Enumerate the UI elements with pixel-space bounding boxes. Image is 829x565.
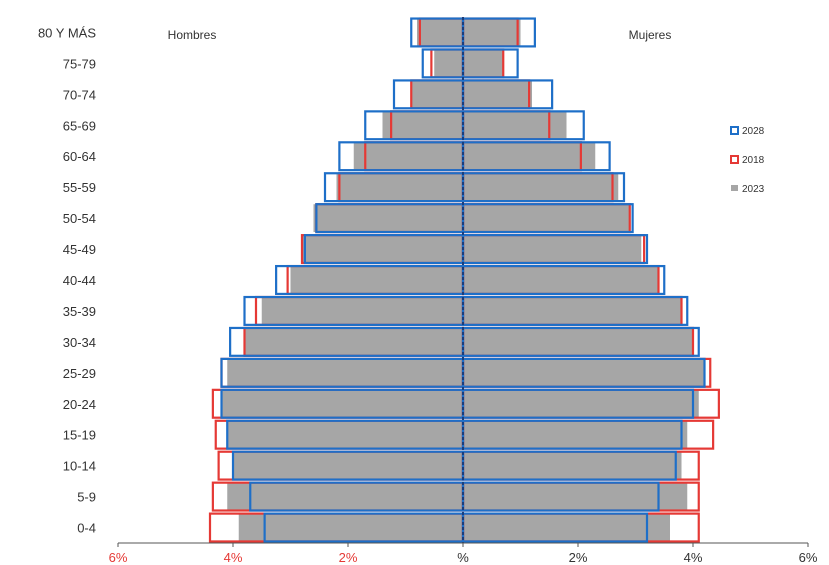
bar-2023-hombres-4	[353, 142, 463, 171]
x-tick-label-3: %	[457, 550, 469, 565]
bar-2023-hombres-2	[411, 80, 463, 109]
bar-2028-mujeres-15	[461, 481, 660, 512]
bar-2023-mujeres-3	[463, 111, 567, 140]
bar-2023-hombres-11	[227, 358, 463, 387]
bar-2028-mujeres-9	[461, 295, 689, 326]
bar-2023-hombres-13	[227, 420, 463, 449]
bar-2023-mujeres-9	[463, 297, 682, 325]
bar-2023-mujeres-16	[463, 513, 670, 542]
bar-2023-mujeres-1	[463, 49, 504, 78]
bar-2023-hombres-7	[302, 235, 463, 263]
bar-2023-mujeres-12	[463, 389, 699, 418]
age-group-label-16: 0-4	[77, 521, 96, 536]
bar-2023-mujeres-8	[463, 266, 659, 294]
age-group-label-10: 30-34	[63, 335, 96, 350]
x-tick-label-4: 2%	[569, 550, 588, 565]
bar-2023-mujeres-14	[463, 451, 682, 480]
age-group-label-15: 5-9	[77, 490, 96, 505]
bar-2023-mujeres-15	[463, 482, 688, 511]
x-tick-label-1: 4%	[224, 550, 243, 565]
bar-2023-hombres-14	[233, 451, 463, 480]
age-group-label-8: 40-44	[63, 273, 96, 288]
bar-2023-hombres-10	[244, 327, 463, 356]
bar-2023-mujeres-7	[463, 235, 642, 263]
x-tick-label-6: 6%	[799, 550, 818, 565]
bar-2023-mujeres-11	[463, 358, 705, 387]
age-group-labels: 80 Y MÁS 75-79 70-74 65-69 60-64 55-59 50-54 45…	[38, 25, 96, 535]
bar-2023-hombres-3	[382, 111, 463, 140]
bar-2023-mujeres-0	[463, 18, 521, 47]
x-tick-label-5: 4%	[684, 550, 703, 565]
age-group-label-9: 35-39	[63, 304, 96, 319]
legend: 2028 2018 2023	[730, 126, 765, 195]
age-group-label-3: 65-69	[63, 118, 96, 133]
bar-2023-hombres-5	[336, 173, 463, 202]
bar-2023-mujeres-2	[463, 80, 532, 109]
x-tick-label-2: 2%	[339, 550, 358, 565]
bar-2023-hombres-1	[434, 49, 463, 78]
bar-2023-mujeres-5	[463, 173, 619, 202]
bar-2023-hombres-6	[313, 204, 463, 233]
age-group-label-2: 70-74	[63, 87, 96, 102]
bar-2023-hombres-8	[290, 266, 463, 294]
age-group-label-0: 80 Y MÁS	[38, 25, 96, 40]
bar-2023-hombres-9	[261, 297, 463, 325]
age-group-label-5: 55-59	[63, 180, 96, 195]
x-tick-label-0: 6%	[109, 550, 128, 565]
bar-2023-hombres-12	[221, 389, 463, 418]
age-group-label-6: 50-54	[63, 211, 96, 226]
bar-2023-mujeres-13	[463, 420, 688, 449]
legend-swatch-2018	[730, 155, 739, 164]
bar-2023-hombres-16	[238, 513, 463, 542]
left-title: Hombres	[168, 28, 217, 42]
bar-2028-mujeres-10	[461, 326, 700, 357]
age-group-label-1: 75-79	[63, 56, 96, 71]
bar-2028-mujeres-4	[461, 141, 611, 172]
bar-2023-mujeres-10	[463, 327, 693, 356]
series-2023-bars	[221, 18, 705, 542]
bar-2023-hombres-15	[227, 482, 463, 511]
bar-2028-mujeres-3	[461, 110, 585, 141]
right-title: Mujeres	[629, 28, 672, 42]
age-group-label-13: 15-19	[63, 428, 96, 443]
bar-2028-mujeres-14	[461, 450, 677, 481]
legend-swatch-2023	[731, 185, 738, 191]
legend-label-2018: 2018	[742, 155, 765, 166]
legend-label-2028: 2028	[742, 126, 765, 137]
legend-label-2023: 2023	[742, 184, 765, 195]
bar-2023-mujeres-4	[463, 142, 596, 171]
age-group-label-11: 25-29	[63, 366, 96, 381]
age-group-label-12: 20-24	[63, 397, 96, 412]
age-group-label-7: 45-49	[63, 242, 96, 257]
bar-2023-hombres-0	[417, 18, 463, 47]
x-axis: 6% 4% 2%% 2% 4% 6%	[109, 542, 818, 565]
age-group-label-14: 10-14	[63, 459, 96, 474]
bar-2023-mujeres-6	[463, 204, 630, 233]
age-group-label-4: 60-64	[63, 149, 96, 164]
legend-swatch-2028	[730, 126, 739, 135]
